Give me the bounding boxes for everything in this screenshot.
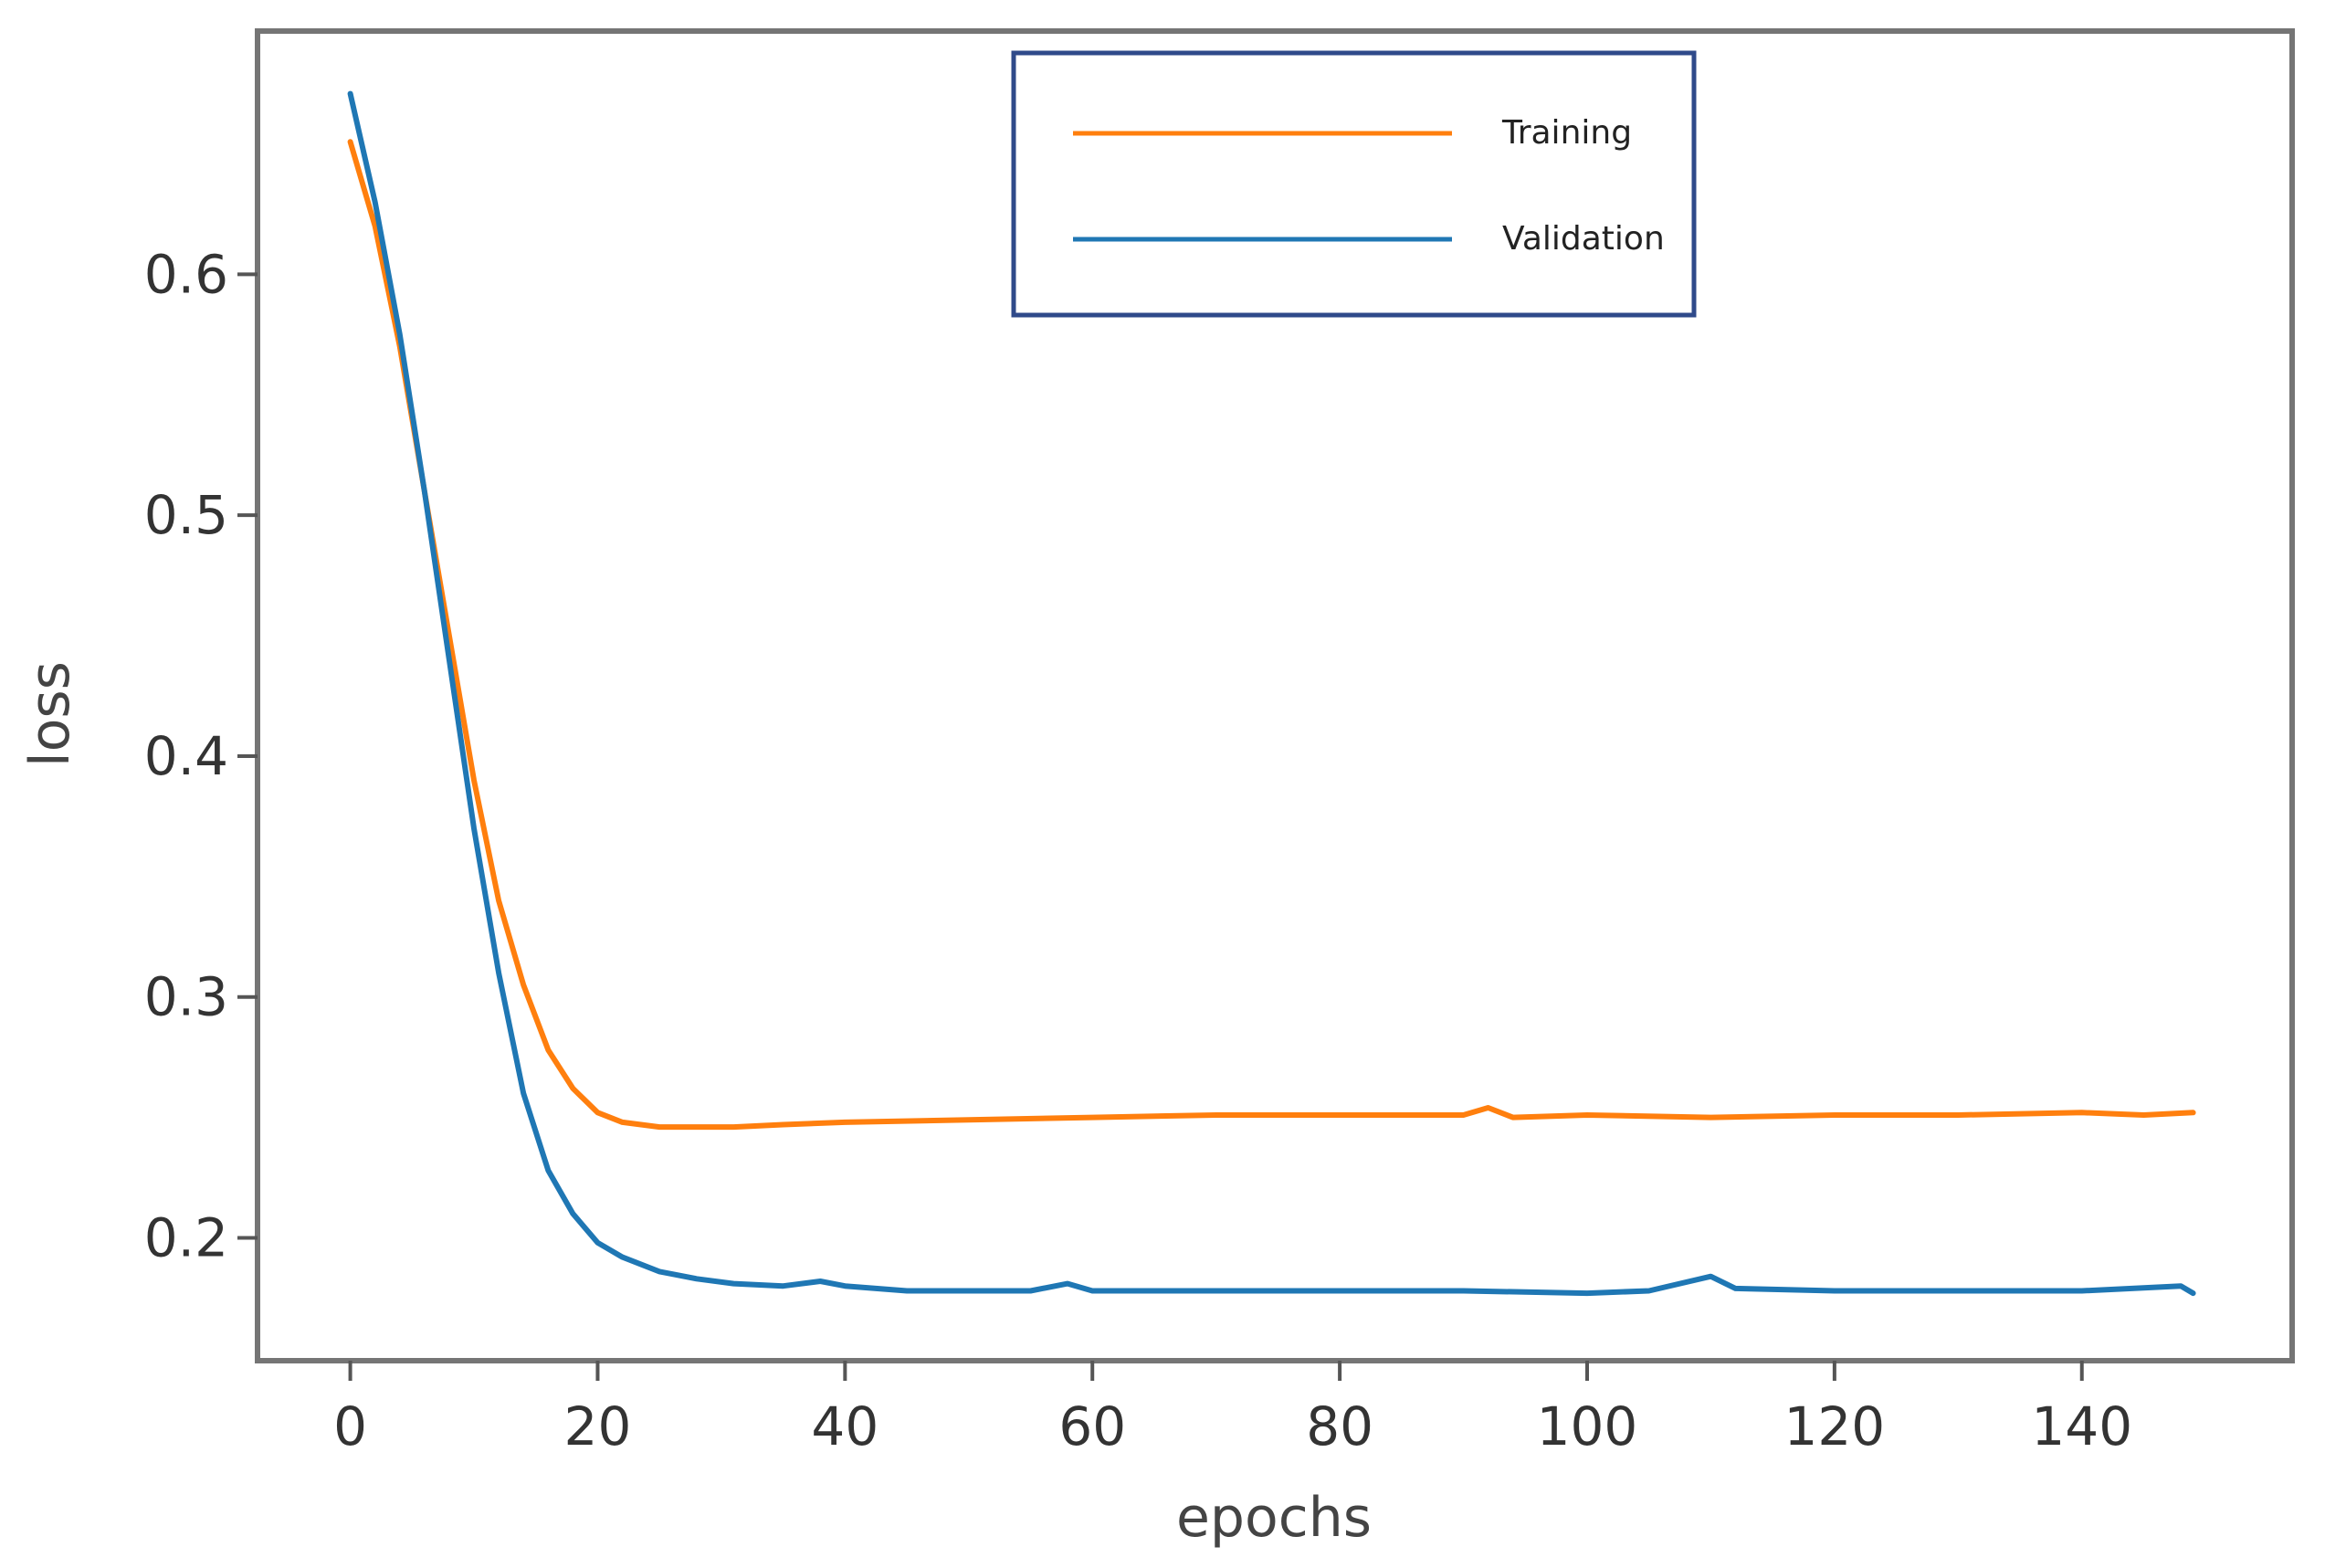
x-tick-label: 120 xyxy=(1784,1395,1886,1458)
y-tick-label: 0.2 xyxy=(144,1206,228,1268)
x-tick-label: 140 xyxy=(2031,1395,2132,1458)
x-axis: 0 20 40 60 80 100 120 140 xyxy=(333,1361,2132,1458)
series-layer xyxy=(347,90,2196,1297)
x-tick-label: 60 xyxy=(1058,1395,1126,1458)
y-tick-label: 0.4 xyxy=(144,725,228,787)
y-axis: 0.2 0.3 0.4 0.5 0.6 xyxy=(144,243,258,1268)
x-tick-label: 0 xyxy=(333,1395,367,1458)
legend-label-training: Training xyxy=(1501,114,1632,152)
x-tick-label: 40 xyxy=(811,1395,878,1458)
legend-box xyxy=(1011,50,1697,318)
x-tick-label: 100 xyxy=(1537,1395,1638,1458)
x-tick-label: 80 xyxy=(1306,1395,1373,1458)
legend: Training Validation xyxy=(1011,50,1697,318)
y-tick-label: 0.6 xyxy=(144,243,228,305)
x-axis-title: epochs xyxy=(1176,1486,1372,1550)
series-line-validation xyxy=(347,90,2196,1297)
y-axis-title: loss xyxy=(18,661,82,767)
x-tick-label: 20 xyxy=(564,1395,632,1458)
y-tick-label: 0.3 xyxy=(144,966,228,1028)
legend-label-validation: Validation xyxy=(1502,220,1665,258)
y-tick-label: 0.5 xyxy=(144,484,228,546)
series-line-training xyxy=(347,139,2196,1131)
